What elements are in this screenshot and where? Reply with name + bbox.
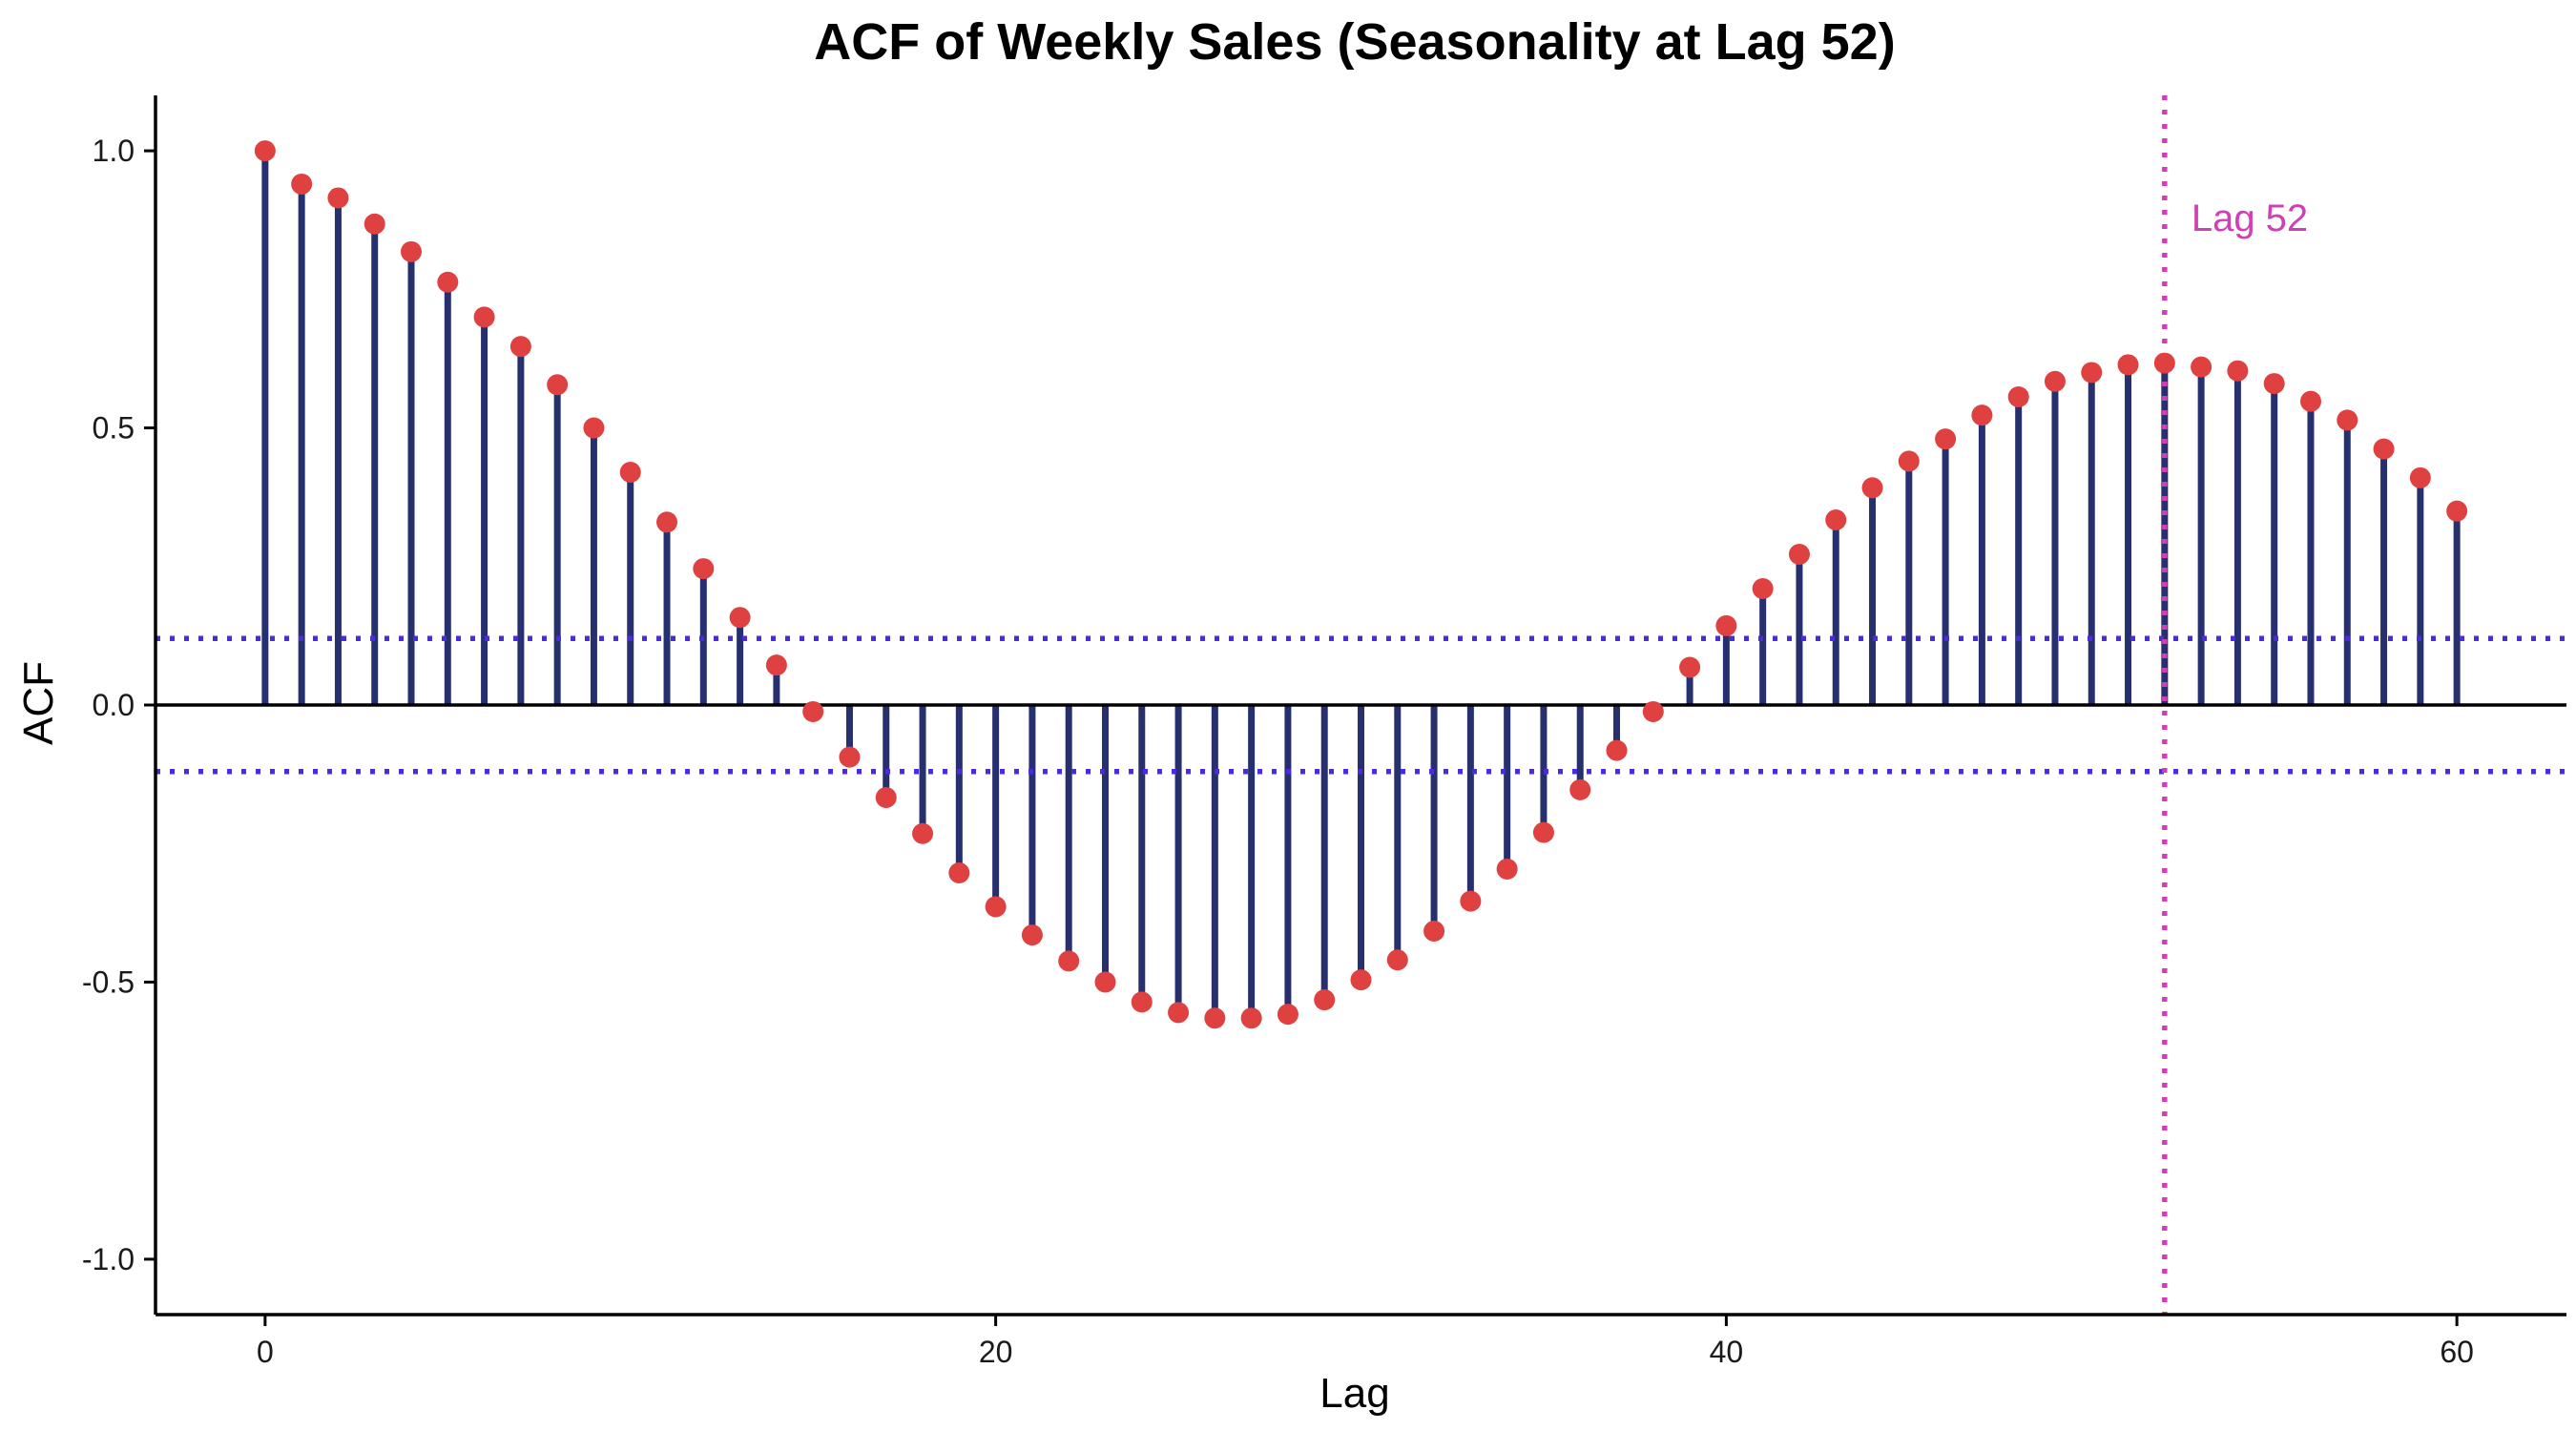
acf-point-lag-38: [1642, 700, 1664, 722]
x-tick-label: 0: [257, 1335, 274, 1369]
acf-point-lag-8: [547, 374, 569, 396]
acf-point-lag-18: [912, 822, 934, 844]
acf-point-lag-48: [2007, 386, 2029, 408]
acf-point-lag-24: [1131, 991, 1153, 1013]
acf-point-lag-56: [2299, 390, 2321, 412]
acf-point-lag-52: [2153, 352, 2175, 374]
acf-point-lag-33: [1460, 890, 1482, 912]
acf-point-lag-36: [1569, 778, 1591, 800]
acf-point-lag-60: [2446, 500, 2468, 522]
acf-point-lag-27: [1240, 1007, 1262, 1029]
points-layer: [254, 140, 2468, 1029]
acf-point-lag-59: [2409, 467, 2431, 488]
y-tick-label: 0.0: [93, 688, 135, 722]
acf-point-lag-28: [1277, 1004, 1298, 1026]
stems-layer: [261, 151, 2461, 1019]
chart-title: ACF of Weekly Sales (Seasonality at Lag …: [814, 13, 1895, 71]
acf-point-lag-31: [1386, 949, 1408, 971]
acf-point-lag-29: [1314, 989, 1336, 1011]
acf-point-lag-35: [1532, 821, 1554, 843]
acf-point-lag-40: [1715, 614, 1737, 636]
acf-point-lag-54: [2227, 360, 2249, 382]
acf-point-lag-4: [401, 240, 423, 262]
acf-point-lag-32: [1423, 921, 1445, 943]
acf-point-lag-10: [619, 462, 641, 484]
x-tick-label: 40: [1710, 1335, 1744, 1369]
acf-point-lag-20: [985, 896, 1007, 918]
acf-point-lag-13: [729, 607, 751, 629]
lag-52-annotation: Lag 52: [2192, 197, 2308, 239]
x-tick-label: 60: [2440, 1335, 2474, 1369]
acf-point-lag-23: [1094, 971, 1116, 993]
acf-point-lag-5: [437, 271, 459, 293]
acf-point-lag-51: [2117, 354, 2139, 376]
acf-point-lag-1: [291, 173, 313, 195]
acf-point-lag-41: [1752, 578, 1774, 600]
acf-point-lag-39: [1679, 656, 1701, 678]
acf-point-lag-22: [1058, 950, 1080, 972]
acf-point-lag-9: [583, 417, 605, 439]
acf-point-lag-34: [1496, 858, 1518, 880]
acf-point-lag-58: [2373, 438, 2395, 460]
acf-point-lag-57: [2337, 409, 2358, 431]
acf-point-lag-6: [473, 306, 495, 328]
reference-lines-layer: [156, 95, 2566, 1315]
y-tick-label: 1.0: [93, 134, 135, 168]
acf-point-lag-25: [1168, 1002, 1190, 1024]
y-tick-label: 0.5: [93, 411, 135, 446]
x-axis-title: Lag: [1319, 1370, 1389, 1417]
acf-point-lag-17: [875, 787, 897, 809]
acf-point-lag-21: [1021, 924, 1043, 946]
axes-layer: -1.0 -0.5 0.0 0.5 1.0 0 20 40 60: [82, 95, 2566, 1369]
acf-point-lag-19: [948, 862, 970, 884]
y-axis-title: ACF: [15, 661, 62, 745]
acf-point-lag-3: [364, 213, 385, 235]
acf-point-lag-14: [765, 654, 787, 676]
acf-point-lag-7: [509, 336, 531, 358]
acf-point-lag-49: [2044, 370, 2066, 392]
acf-point-lag-43: [1825, 508, 1847, 530]
y-tick-label: -1.0: [82, 1242, 135, 1276]
acf-point-lag-12: [693, 558, 715, 580]
acf-point-lag-47: [1971, 404, 1993, 426]
acf-point-lag-45: [1898, 450, 1920, 472]
acf-point-lag-16: [839, 746, 861, 768]
acf-point-lag-0: [254, 140, 276, 162]
x-tick-label: 20: [979, 1335, 1013, 1369]
acf-point-lag-11: [656, 511, 678, 533]
y-tick-label: -0.5: [82, 964, 135, 999]
acf-point-lag-46: [1935, 428, 1957, 450]
acf-point-lag-2: [327, 187, 349, 209]
acf-point-lag-42: [1788, 543, 1810, 565]
acf-point-lag-30: [1350, 969, 1372, 991]
acf-point-lag-53: [2191, 356, 2212, 378]
acf-point-lag-15: [802, 700, 824, 722]
acf-point-lag-50: [2081, 362, 2103, 384]
acf-point-lag-26: [1204, 1007, 1226, 1029]
acf-point-lag-37: [1606, 739, 1628, 761]
acf-point-lag-44: [1861, 477, 1883, 499]
acf-point-lag-55: [2263, 373, 2285, 395]
